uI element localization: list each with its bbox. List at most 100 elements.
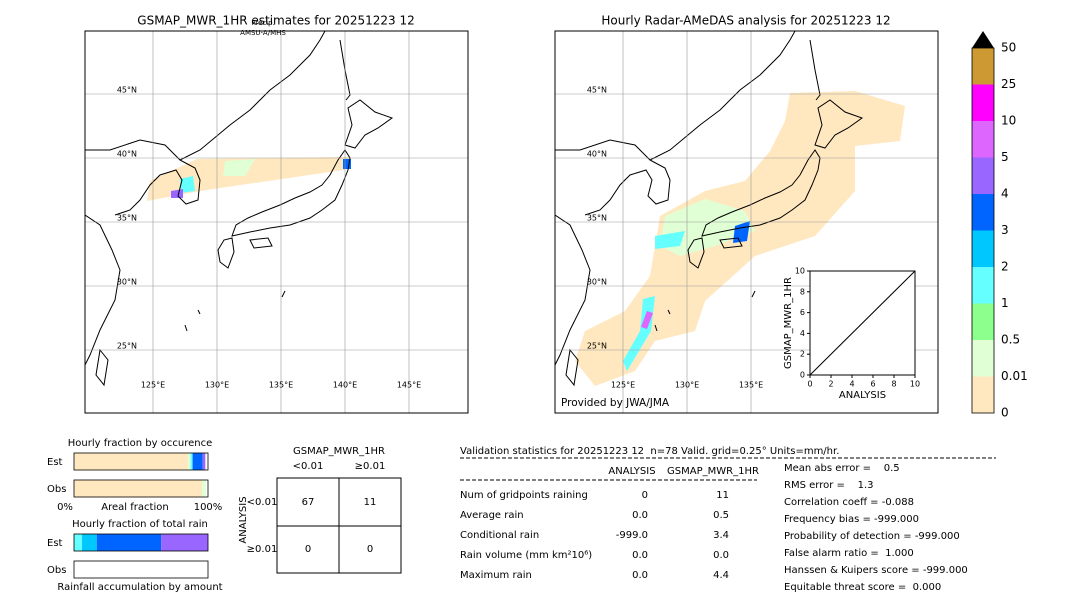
rain-area [733,221,750,243]
lat-label: 35°N [117,214,137,223]
colorbar-segment [972,48,994,85]
y-tick-label: 8 [800,287,805,296]
lat-label: 25°N [117,342,137,351]
x-tick-label: 2 [828,380,833,389]
fraction-frame [73,533,209,552]
root: 45°N 40°N 35°N 30°N 25°N 125°E 130°E 135°E 140°E… [47,14,1028,594]
fraction-segment [161,534,208,551]
fraction-segment [201,480,206,497]
row-title: ANALYSIS [238,496,249,543]
fraction-segment [74,453,188,470]
lat-label: 45°N [117,86,137,95]
map-content [85,31,468,413]
colorbar-segment [972,230,994,267]
y-tick-label: 10 [795,267,805,276]
axis-label: 100% [194,502,223,513]
colorbar-segment [972,267,994,304]
rain-area [223,159,255,176]
stats-header: ANALYSIS [608,466,655,477]
colorbar-label: 5 [1001,150,1009,164]
row-label: Obs [47,565,66,576]
row-label: Est [47,538,63,549]
x-tick-label: 4 [849,380,854,389]
stat-value: 0 [642,490,648,501]
stat-value: 4.4 [713,570,729,581]
lat-label: 30°N [587,278,607,287]
lat-label: 25°N [587,342,607,351]
lat-label: 30°N [117,278,137,287]
map: 45°N 40°N 35°N 30°N 25°N 125°E 130°E 135°E 140°E… [84,14,469,414]
fraction-segment [192,453,203,470]
rain-area [147,157,350,201]
lon-label: 125°E [611,381,635,390]
colorbar-extend [972,31,994,48]
x-tick-label: 6 [870,380,875,389]
y-tick-label: 6 [800,308,805,317]
fraction-segment [190,453,193,470]
colorbar-label: 50 [1001,41,1016,55]
y-axis-title: GSMAP_MWR_1HR [783,277,794,369]
colorbar-label: 4 [1001,187,1009,201]
stat-value: 11 [716,490,729,501]
rain-area [655,231,685,249]
rain-area [660,199,755,256]
table-title: GSMAP_MWR_1HR [293,446,385,457]
score: Hanssen & Kuipers score = -999.000 [784,565,968,576]
stat-value: 3.4 [713,530,729,541]
colorbar-segment [972,157,994,194]
stat-value: 0.0 [632,510,648,521]
map-frame [554,30,939,414]
lat-label: 35°N [587,214,607,223]
score: Frequency bias = -999.000 [784,514,919,525]
fraction-segment [96,534,162,551]
fraction-title: Hourly fraction by occurence [68,438,212,449]
axis-label: Areal fraction [101,502,168,513]
stat-value: 0.0 [632,550,648,561]
x-tick-label: 0 [807,380,812,389]
lat-label: 40°N [117,150,137,159]
fraction-frame [73,479,209,498]
annotation: Precip. [251,19,275,27]
fraction-frame [73,452,209,471]
colorbar-label: 0.5 [1001,333,1020,347]
stat-label: Average rain [460,510,524,521]
y-tick-label: 2 [800,350,805,359]
row-label: <0.01 [247,497,278,508]
fraction-footer: Rainfall accumulation by amount [57,582,222,593]
cell: 67 [302,497,315,508]
cell: 0 [367,544,373,555]
x-tick-label: 8 [891,380,896,389]
annotation: AMSU-A/MHS [240,29,286,37]
colorbar-label: 10 [1001,114,1016,128]
stat-label: Num of gridpoints raining [460,490,588,501]
rain-area [171,189,183,198]
stat-value: -999.0 [616,530,648,541]
cell: 11 [364,497,377,508]
fraction-segment [82,534,97,551]
axis-label: 0% [57,502,73,513]
colorbar-label: 3 [1001,223,1009,237]
row-label: ≥0.01 [247,544,278,555]
colorbar-segment [972,84,994,121]
rain-area [180,176,195,193]
stats-title: Validation statistics for 20251223 12 n=… [460,446,839,457]
score: Correlation coeff = -0.088 [784,497,914,508]
score: False alarm ratio = 1.000 [784,548,914,559]
lat-label: 45°N [587,86,607,95]
colorbar-segment [972,340,994,377]
row-label: Est [47,457,63,468]
fraction-frame [73,560,209,579]
fraction-segment [74,480,202,497]
lon-label: 145°E [397,381,421,390]
fraction-segment [74,534,83,551]
fraction-segment [187,453,191,470]
map-title: Hourly Radar-AMeDAS analysis for 2025122… [601,14,890,28]
colorbar-label: 0 [1001,406,1009,420]
colorbar-label: 1 [1001,296,1009,310]
stat-value: 0.0 [632,570,648,581]
colorbar-segment [972,376,994,413]
stat-value: 0.5 [713,510,729,521]
cell: 0 [305,544,311,555]
row-label: Obs [47,484,66,495]
